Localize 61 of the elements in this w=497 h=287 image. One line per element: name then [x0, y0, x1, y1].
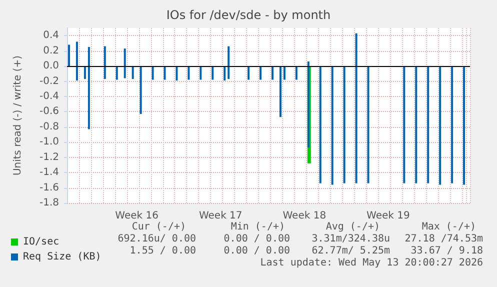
bar: [132, 66, 134, 79]
y-tick-label: 0.2: [43, 45, 59, 56]
bar: [343, 66, 346, 184]
text: Last update: Wed May 13 20:00:27 2026: [260, 258, 484, 268]
y-tick-label: -1.8: [39, 198, 59, 208]
bar: [152, 66, 154, 80]
y-tick-label: -1.0: [39, 136, 59, 148]
bar: [188, 66, 190, 80]
y-tick-label: -0.8: [39, 121, 59, 132]
y-tick-label: 0.0: [43, 60, 59, 72]
y-tick-label: -1.6: [39, 182, 59, 194]
text: Min (-/+): [230, 222, 286, 232]
bar: [283, 66, 286, 80]
bar: [271, 66, 274, 80]
text: 33.67 / 9.18: [410, 246, 484, 256]
text: 692.16u/ 0.00: [118, 234, 196, 244]
x-tick-label: Week 18: [282, 210, 326, 222]
y-tick-label: -0.4: [39, 90, 59, 102]
bar: [84, 66, 86, 79]
bar: [331, 66, 334, 185]
bar: [295, 66, 298, 80]
y-tick-label: -1.4: [39, 167, 59, 178]
x-tick-label: Week 16: [115, 210, 158, 222]
y-tick-label: 0.4: [43, 30, 59, 42]
bar: [439, 66, 442, 185]
bar: [116, 66, 118, 80]
text: 0.00 / 0.00: [224, 246, 290, 256]
y-tick-label: -0.2: [39, 76, 59, 87]
bar: [164, 66, 166, 80]
y-tick-label: -0.6: [39, 106, 59, 118]
bar: [68, 44, 70, 66]
text: Cur (-/+): [132, 222, 186, 232]
bar: [212, 66, 214, 80]
legend-label: Req Size (KB): [23, 252, 102, 262]
chart-title: IOs for /dev/sde - by month: [166, 8, 331, 22]
text: 3.31m/324.38u: [312, 234, 390, 244]
text: Avg (-/+): [326, 222, 380, 232]
y-axis-title: Units read (-) / write (+): [12, 55, 24, 176]
bar: [403, 66, 406, 184]
bar: [279, 66, 282, 118]
bar: [367, 66, 370, 184]
bar: [319, 66, 322, 184]
bar: [140, 66, 142, 114]
text: 62.77m/ 5.25m: [312, 246, 390, 256]
bar: [176, 66, 178, 80]
bar: [463, 66, 466, 185]
text: 27.18 /74.53m: [404, 234, 484, 244]
x-tick-label: Week 17: [198, 210, 242, 222]
text: Max (-/+): [422, 222, 476, 232]
y-tick-label: -1.2: [39, 152, 59, 163]
bar: [200, 66, 202, 80]
text: 0.00 / 0.00: [224, 234, 290, 244]
x-tick-label: Week 19: [366, 210, 410, 222]
bar: [427, 66, 430, 184]
bar: [248, 66, 250, 80]
bar: [260, 66, 262, 80]
bar: [451, 66, 454, 184]
bar: [415, 66, 418, 184]
legend-label: IO/sec: [23, 236, 60, 248]
bar: [224, 66, 226, 80]
text: 1.55 / 0.00: [130, 246, 196, 256]
